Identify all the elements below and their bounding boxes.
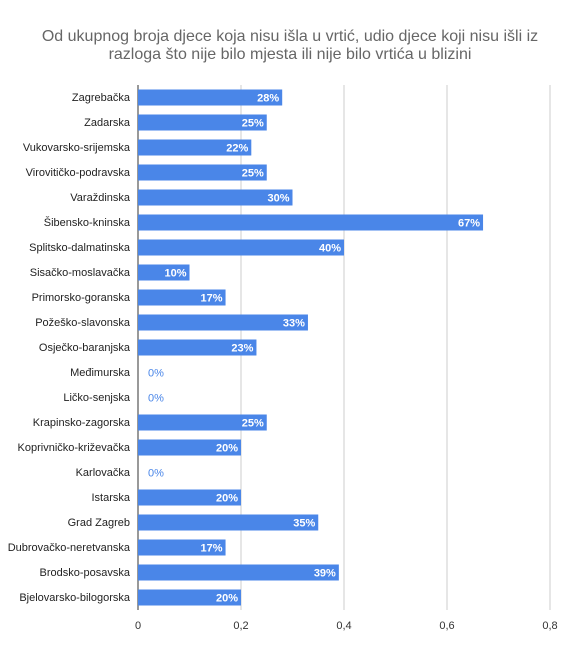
bar bbox=[138, 564, 339, 581]
value-label: 28% bbox=[257, 92, 279, 104]
value-label: 0% bbox=[148, 392, 164, 404]
y-tick-label: Šibensko-kninska bbox=[43, 216, 130, 229]
x-tick-label: 0,4 bbox=[336, 620, 351, 632]
bar bbox=[138, 139, 252, 156]
x-tick-label: 0,8 bbox=[542, 620, 557, 632]
y-tick-label: Međimurska bbox=[70, 366, 130, 379]
y-tick-label: Koprivničko-križevačka bbox=[17, 441, 130, 454]
bar bbox=[138, 89, 283, 106]
y-tick-label: Bjelovarsko-bilogorska bbox=[19, 591, 130, 604]
y-tick-label: Zagrebačka bbox=[71, 91, 130, 104]
value-label: 67% bbox=[458, 217, 480, 229]
chart-title: Od ukupnog broja djece koja nisu išla u … bbox=[41, 28, 539, 63]
y-tick-label: Ličko-senjska bbox=[63, 391, 130, 404]
value-label: 17% bbox=[201, 292, 223, 304]
value-label: 35% bbox=[293, 517, 315, 529]
y-tick-label: Primorsko-goranska bbox=[31, 291, 130, 304]
y-tick-label: Krapinsko-zagorska bbox=[32, 416, 130, 429]
value-label: 39% bbox=[314, 567, 336, 579]
bar bbox=[138, 514, 319, 531]
value-label: 20% bbox=[216, 592, 238, 604]
value-label: 40% bbox=[319, 242, 341, 254]
bar bbox=[138, 239, 344, 256]
y-tick-label: Osječko-baranjska bbox=[38, 341, 130, 354]
bar bbox=[138, 114, 267, 131]
x-tick-label: 0,6 bbox=[439, 620, 454, 632]
value-label: 25% bbox=[242, 117, 264, 129]
bar bbox=[138, 314, 308, 331]
value-label: 25% bbox=[242, 417, 264, 429]
y-tick-label: Virovitičko-podravska bbox=[25, 166, 130, 179]
value-label: 17% bbox=[201, 542, 223, 554]
value-label: 0% bbox=[148, 467, 164, 479]
value-label: 10% bbox=[164, 267, 186, 279]
bar bbox=[138, 439, 241, 456]
x-tick-label: 0 bbox=[135, 620, 141, 632]
y-tick-label: Požeško-slavonska bbox=[35, 316, 130, 329]
y-tick-label: Splitsko-dalmatinska bbox=[29, 241, 130, 254]
bar bbox=[138, 414, 267, 431]
value-label: 20% bbox=[216, 442, 238, 454]
bar bbox=[138, 339, 257, 356]
bar bbox=[138, 214, 484, 231]
y-tick-label: Vukovarsko-srijemska bbox=[22, 141, 130, 154]
bar bbox=[138, 539, 226, 556]
y-tick-label: Istarska bbox=[91, 491, 130, 504]
y-tick-label: Dubrovačko-neretvanska bbox=[7, 541, 130, 554]
value-label: 22% bbox=[226, 142, 248, 154]
value-label: 0% bbox=[148, 367, 164, 379]
value-label: 30% bbox=[267, 192, 289, 204]
y-tick-label: Grad Zagreb bbox=[67, 516, 130, 529]
y-tick-label: Brodsko-posavska bbox=[39, 566, 131, 579]
bar bbox=[138, 189, 293, 206]
value-label: 25% bbox=[242, 167, 264, 179]
value-label: 33% bbox=[283, 317, 305, 329]
bar bbox=[138, 289, 226, 306]
y-tick-label: Varaždinska bbox=[70, 191, 130, 204]
y-tick-label: Zadarska bbox=[84, 116, 130, 129]
y-tick-label: Karlovačka bbox=[75, 466, 130, 479]
bar bbox=[138, 489, 241, 506]
bar bbox=[138, 264, 190, 281]
value-label: 23% bbox=[231, 342, 253, 354]
bar bbox=[138, 164, 267, 181]
value-label: 20% bbox=[216, 492, 238, 504]
y-tick-label: Sisačko-moslavačka bbox=[29, 266, 130, 279]
bar bbox=[138, 589, 241, 606]
x-tick-label: 0,2 bbox=[233, 620, 248, 632]
